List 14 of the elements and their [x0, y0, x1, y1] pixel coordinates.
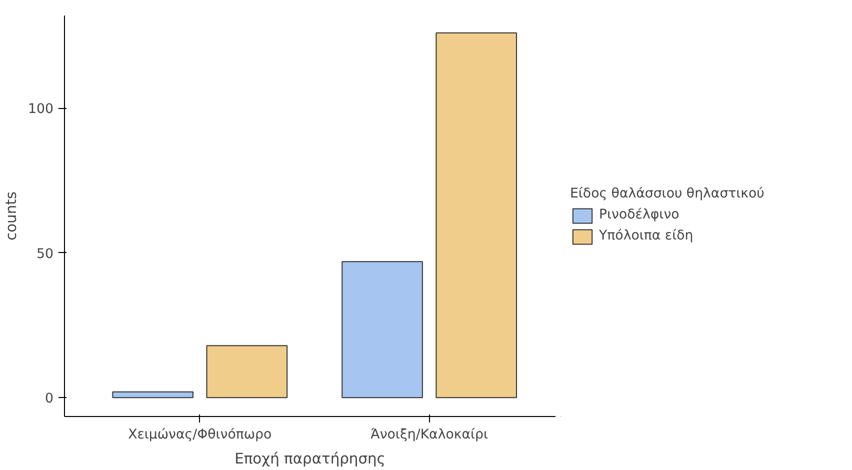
legend-title: Είδος θαλάσσιου θηλαστικού — [570, 186, 764, 201]
bar — [342, 261, 423, 398]
x-axis-title: Εποχή παρατήρησης — [234, 450, 386, 468]
legend-label: Υπόλοιπα είδη — [599, 228, 694, 244]
y-tick-label: 50 — [36, 246, 54, 262]
y-tick-label: 0 — [45, 392, 54, 407]
bar — [436, 32, 517, 398]
x-tick-label: Χειμώνας/Φθινόπωρο — [128, 428, 272, 442]
y-axis-title: counts — [3, 191, 20, 240]
x-tick-label: Άνοιξη/Καλοκαίρι — [370, 428, 488, 442]
y-tick-label: 100 — [28, 102, 54, 118]
legend-label: Ρινοδέλφινο — [599, 208, 680, 222]
bar — [206, 345, 288, 398]
bar — [112, 391, 194, 398]
